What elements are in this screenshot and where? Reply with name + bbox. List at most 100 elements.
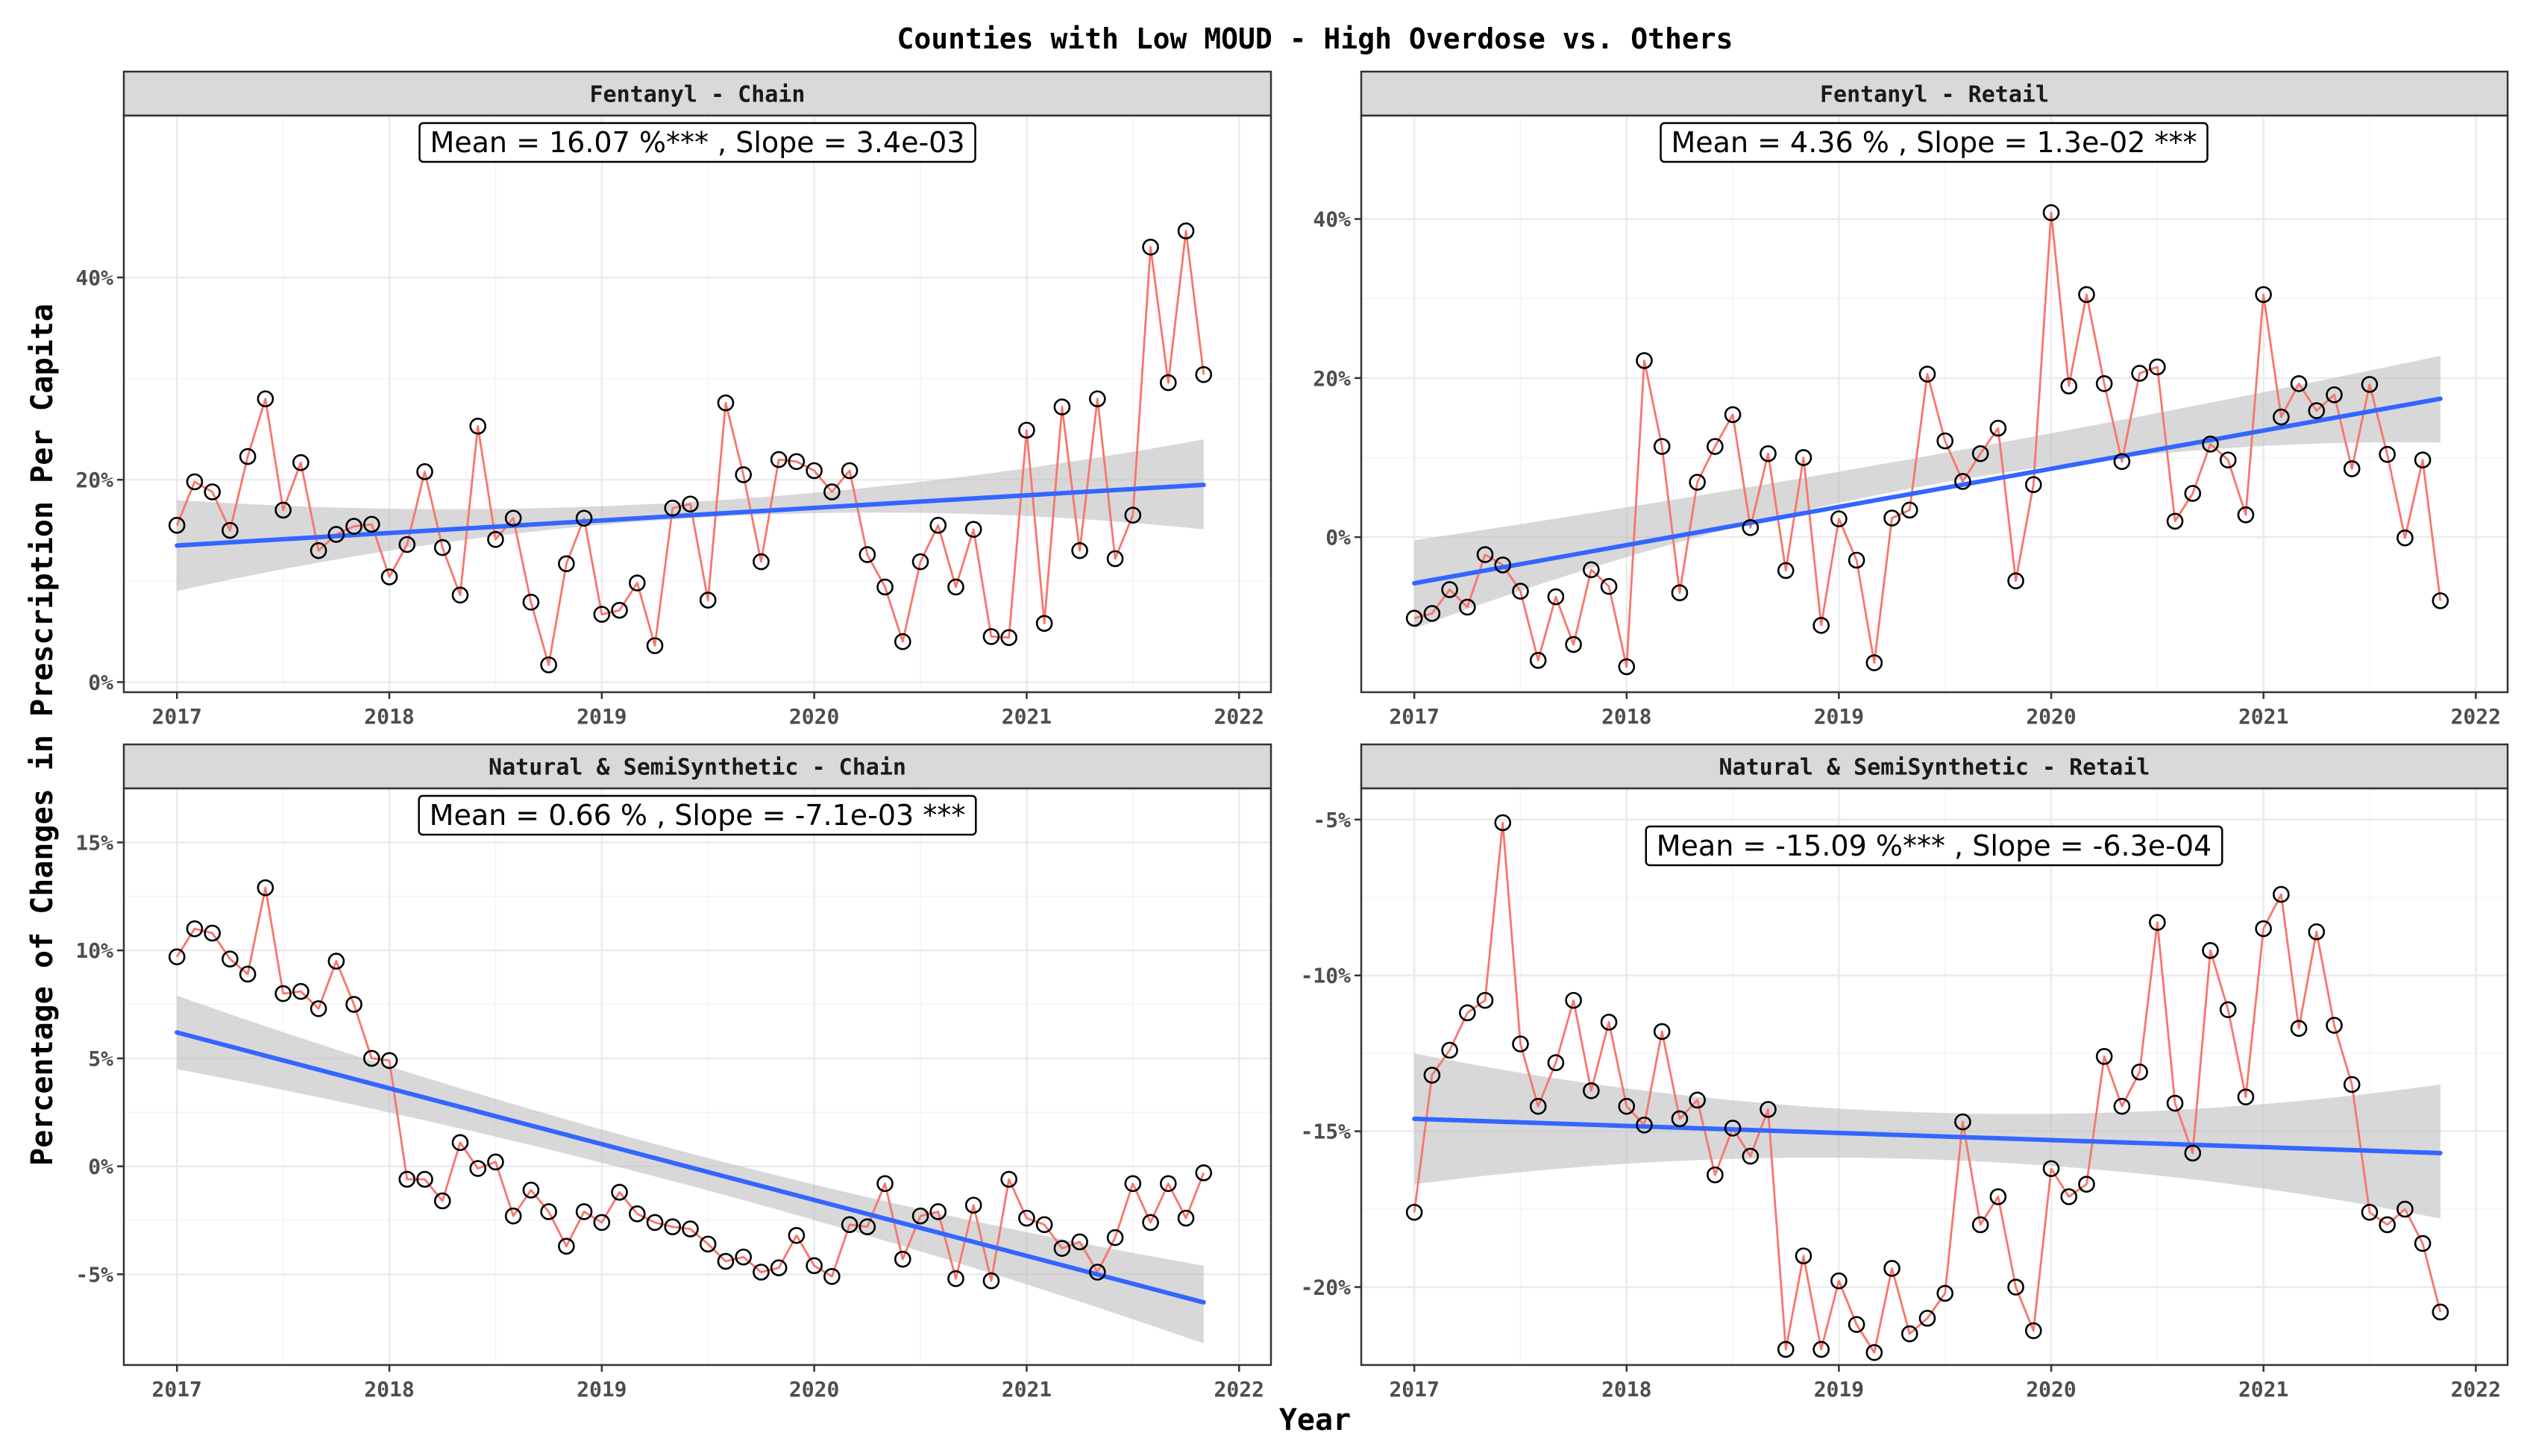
data-point [398,1170,416,1188]
data-point [1830,510,1848,527]
data-point [1476,991,1494,1009]
data-point [1195,1164,1213,1182]
data-point [1900,501,1918,519]
data-point [929,516,947,534]
data-point [398,536,416,553]
y-tick-label: -5% [75,1262,113,1287]
data-point [823,483,841,501]
data-point [487,1153,504,1171]
data-point [1760,1101,1777,1118]
data-point [2379,1216,2396,1234]
data-point [2237,1088,2255,1105]
data-point [2060,1188,2078,1205]
data-point [1405,1203,1423,1221]
data-point [2273,885,2290,903]
data-point [646,1214,664,1231]
data-point [186,473,204,491]
data-point [611,1184,628,1201]
data-point [1071,1233,1088,1251]
data-point [2113,1097,2131,1115]
y-tick-label: 20% [1313,366,1351,391]
data-point [1777,1340,1795,1358]
y-tick-label: 10% [75,938,113,963]
data-point [1529,652,1547,669]
x-tick-label: 2018 [1601,704,1651,729]
data-point [964,1196,982,1214]
stats-annotation-text: Mean = 16.07 %*** , Slope = 3.4e-03 [430,126,964,159]
data-point [257,390,274,408]
data-point [575,509,593,527]
data-point [2219,1001,2237,1018]
trend-line [1412,1116,2443,1155]
data-point [451,586,469,604]
data-point [1918,1310,1936,1327]
data-point [168,516,186,534]
data-point [2326,1017,2343,1034]
data-point [1777,562,1795,580]
data-point [2414,451,2432,468]
data-point [1971,1216,1989,1234]
data-point [2343,460,2361,477]
x-tick-label: 2020 [789,704,839,729]
data-point [1653,438,1671,455]
y-tick-label: -5% [1313,808,1351,832]
trend-line [1412,396,2443,586]
panel-strip-label: Natural & SemiSynthetic - Retail [1719,755,2150,781]
data-point [982,1272,1000,1290]
data-point [1035,1216,1053,1234]
x-tick-label: 2021 [2238,704,2288,729]
data-point [2432,1303,2449,1321]
y-tick-label: 0% [1325,525,1351,550]
data-point [2273,408,2290,426]
data-point [753,1264,770,1281]
data-point [345,996,362,1013]
y-tick-label: 15% [75,830,113,855]
data-point [2007,1278,2024,1296]
data-point [1689,474,1706,491]
data-point [1936,432,1954,450]
data-point [2414,1234,2432,1252]
data-point [1441,1041,1458,1059]
data-point [1918,365,1936,383]
data-point [416,463,433,480]
data-point [274,501,292,519]
data-point [788,453,806,471]
panel-strip [122,70,1272,117]
x-tick-label: 2021 [1002,1377,1052,1402]
data-point [1565,991,1582,1009]
data-point [1053,398,1071,415]
data-point [2078,1176,2095,1193]
data-point [2113,453,2131,471]
data-point [929,1203,947,1220]
data-point [575,1203,593,1220]
data-point [859,1218,876,1236]
data-point [1883,1260,1900,1277]
data-point [1124,506,1142,524]
data-point [1053,1240,1071,1257]
data-point [1600,1014,1618,1031]
data-point [558,555,575,573]
series-line [176,886,1205,1282]
stats-annotation-text: Mean = 0.66 % , Slope = -7.1e-03 *** [430,799,966,832]
data-point [1195,365,1213,383]
data-point [274,985,292,1002]
data-point [1159,1175,1177,1193]
data-point [469,418,486,435]
stats-annotation-box [1645,825,2223,867]
trend-line [175,1030,1206,1305]
stats-annotation: Mean = 4.36 % , Slope = 1.3e-02 *** [1660,122,2209,163]
data-point [2060,377,2078,395]
data-point [2095,1048,2113,1065]
data-point [664,1218,682,1236]
data-point [1795,1247,1812,1265]
data-point [1936,1284,1954,1302]
data-point [1653,1023,1671,1041]
data-point [770,1259,788,1277]
data-point [699,592,717,609]
data-point [2202,941,2219,959]
plot-background [124,116,1271,692]
data-point [2078,286,2095,304]
stats-annotation: Mean = 0.66 % , Slope = -7.1e-03 *** [418,794,977,836]
x-tick-label: 2017 [151,1377,201,1402]
